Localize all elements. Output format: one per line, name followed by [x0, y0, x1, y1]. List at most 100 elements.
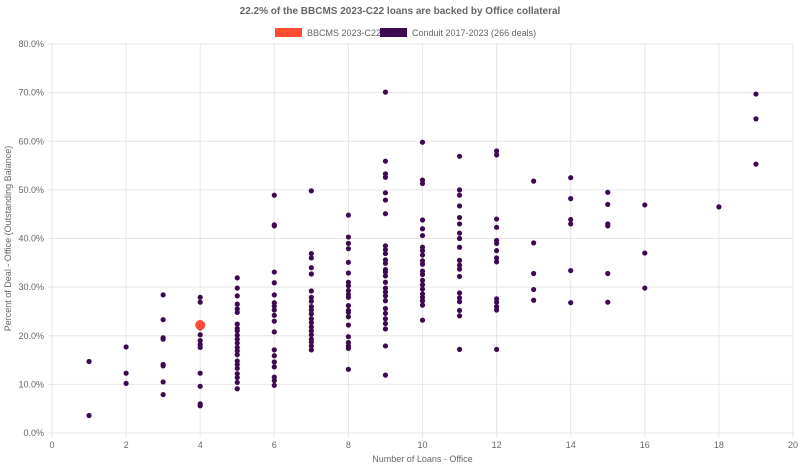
conduit-point — [308, 320, 314, 326]
y-tick-label: 80.0% — [18, 39, 44, 49]
conduit-point — [123, 344, 129, 350]
conduit-point — [382, 197, 389, 203]
conduit-point — [456, 346, 463, 352]
x-tick-label: 16 — [640, 440, 650, 450]
conduit-point — [568, 300, 574, 306]
conduit-point — [197, 383, 203, 389]
conduit-point — [456, 214, 463, 221]
x-tick-label: 6 — [272, 440, 277, 450]
conduit-point — [382, 343, 389, 349]
conduit-point — [345, 366, 351, 372]
conduit-point — [494, 240, 500, 246]
conduit-point — [345, 322, 351, 328]
conduit-point — [531, 286, 537, 293]
conduit-point — [568, 196, 574, 202]
conduit-point — [642, 202, 648, 208]
conduit-point — [419, 139, 426, 145]
grid — [48, 43, 794, 437]
conduit-point — [605, 270, 611, 277]
conduit-point — [568, 267, 574, 274]
conduit-point — [234, 293, 240, 299]
conduit-point — [494, 259, 500, 265]
conduit-point — [308, 347, 314, 353]
conduit-point — [308, 294, 314, 300]
conduit-point — [382, 285, 389, 291]
conduit-point — [234, 361, 240, 368]
conduit-point — [456, 299, 463, 305]
x-axis-label: Number of Loans - Office — [372, 454, 472, 464]
conduit-point — [308, 324, 314, 330]
conduit-point — [382, 289, 389, 295]
conduit-point — [419, 282, 426, 288]
conduit-point — [456, 262, 463, 268]
conduit-point — [753, 161, 759, 167]
conduit-point — [419, 277, 426, 283]
conduit-point — [345, 314, 351, 320]
y-tick-label: 40.0% — [18, 234, 44, 244]
y-tick-label: 60.0% — [18, 136, 44, 146]
conduit-point — [605, 201, 611, 208]
conduit-point — [271, 377, 277, 384]
conduit-point — [382, 326, 389, 332]
conduit-point — [382, 243, 389, 249]
conduit-point — [234, 332, 240, 338]
conduit-point — [382, 279, 389, 285]
y-tick-label: 20.0% — [18, 331, 44, 341]
conduit-point — [345, 345, 351, 351]
conduit-point — [308, 188, 314, 194]
conduit-point — [271, 329, 277, 335]
conduit-point — [160, 391, 166, 398]
conduit-point — [419, 286, 426, 292]
conduit-point — [568, 221, 574, 227]
conduit-point — [234, 365, 240, 371]
conduit-point — [382, 174, 389, 180]
conduit-point — [456, 192, 463, 198]
conduit-point — [345, 303, 351, 309]
conduit-point — [271, 353, 277, 359]
conduit-point — [197, 370, 203, 376]
conduit-point — [753, 91, 759, 97]
conduit-point — [419, 252, 426, 258]
conduit-point — [419, 248, 426, 254]
conduit-point — [160, 379, 166, 385]
conduit-point — [605, 189, 611, 195]
conduit-point — [234, 275, 240, 281]
conduit-point — [308, 343, 314, 349]
conduit-point — [568, 175, 574, 181]
conduit-point — [234, 301, 240, 307]
legend-label: BBCMS 2023-C22 — [307, 28, 381, 38]
conduit-point — [345, 334, 351, 340]
conduit-point — [419, 226, 426, 232]
conduit-point — [308, 250, 314, 257]
conduit-point — [197, 299, 203, 305]
conduit-point — [308, 339, 314, 345]
conduit-point — [345, 270, 351, 276]
y-axis-ticks: 0.0% 10.0% 20.0% 30.0% 40.0% 50.0% 60.0% 70.0% 8… — [18, 39, 44, 438]
conduit-point — [345, 246, 351, 252]
conduit-point — [494, 255, 500, 261]
conduit-point — [234, 309, 240, 316]
conduit-point — [642, 285, 648, 291]
conduit-point — [382, 273, 389, 279]
conduit-point — [271, 359, 277, 365]
conduit-point — [382, 269, 389, 275]
conduit-point — [123, 370, 129, 376]
conduit-point — [308, 307, 314, 313]
conduit-point — [382, 247, 389, 253]
conduit-point — [271, 192, 277, 198]
conduit-point — [419, 217, 426, 223]
conduit-point — [345, 283, 351, 289]
legend-swatch — [380, 28, 407, 37]
conduit-point — [605, 299, 611, 305]
x-tick-label: 0 — [49, 440, 54, 450]
conduit-point — [382, 372, 389, 378]
conduit-point — [568, 216, 574, 223]
conduit-point — [271, 347, 277, 353]
conduit-point — [197, 332, 203, 338]
conduit-point — [271, 307, 277, 313]
conduit-point — [456, 290, 463, 296]
conduit-point — [234, 336, 240, 342]
conduit-point — [345, 212, 351, 218]
conduit-point — [456, 307, 463, 314]
conduit-point — [197, 403, 203, 409]
